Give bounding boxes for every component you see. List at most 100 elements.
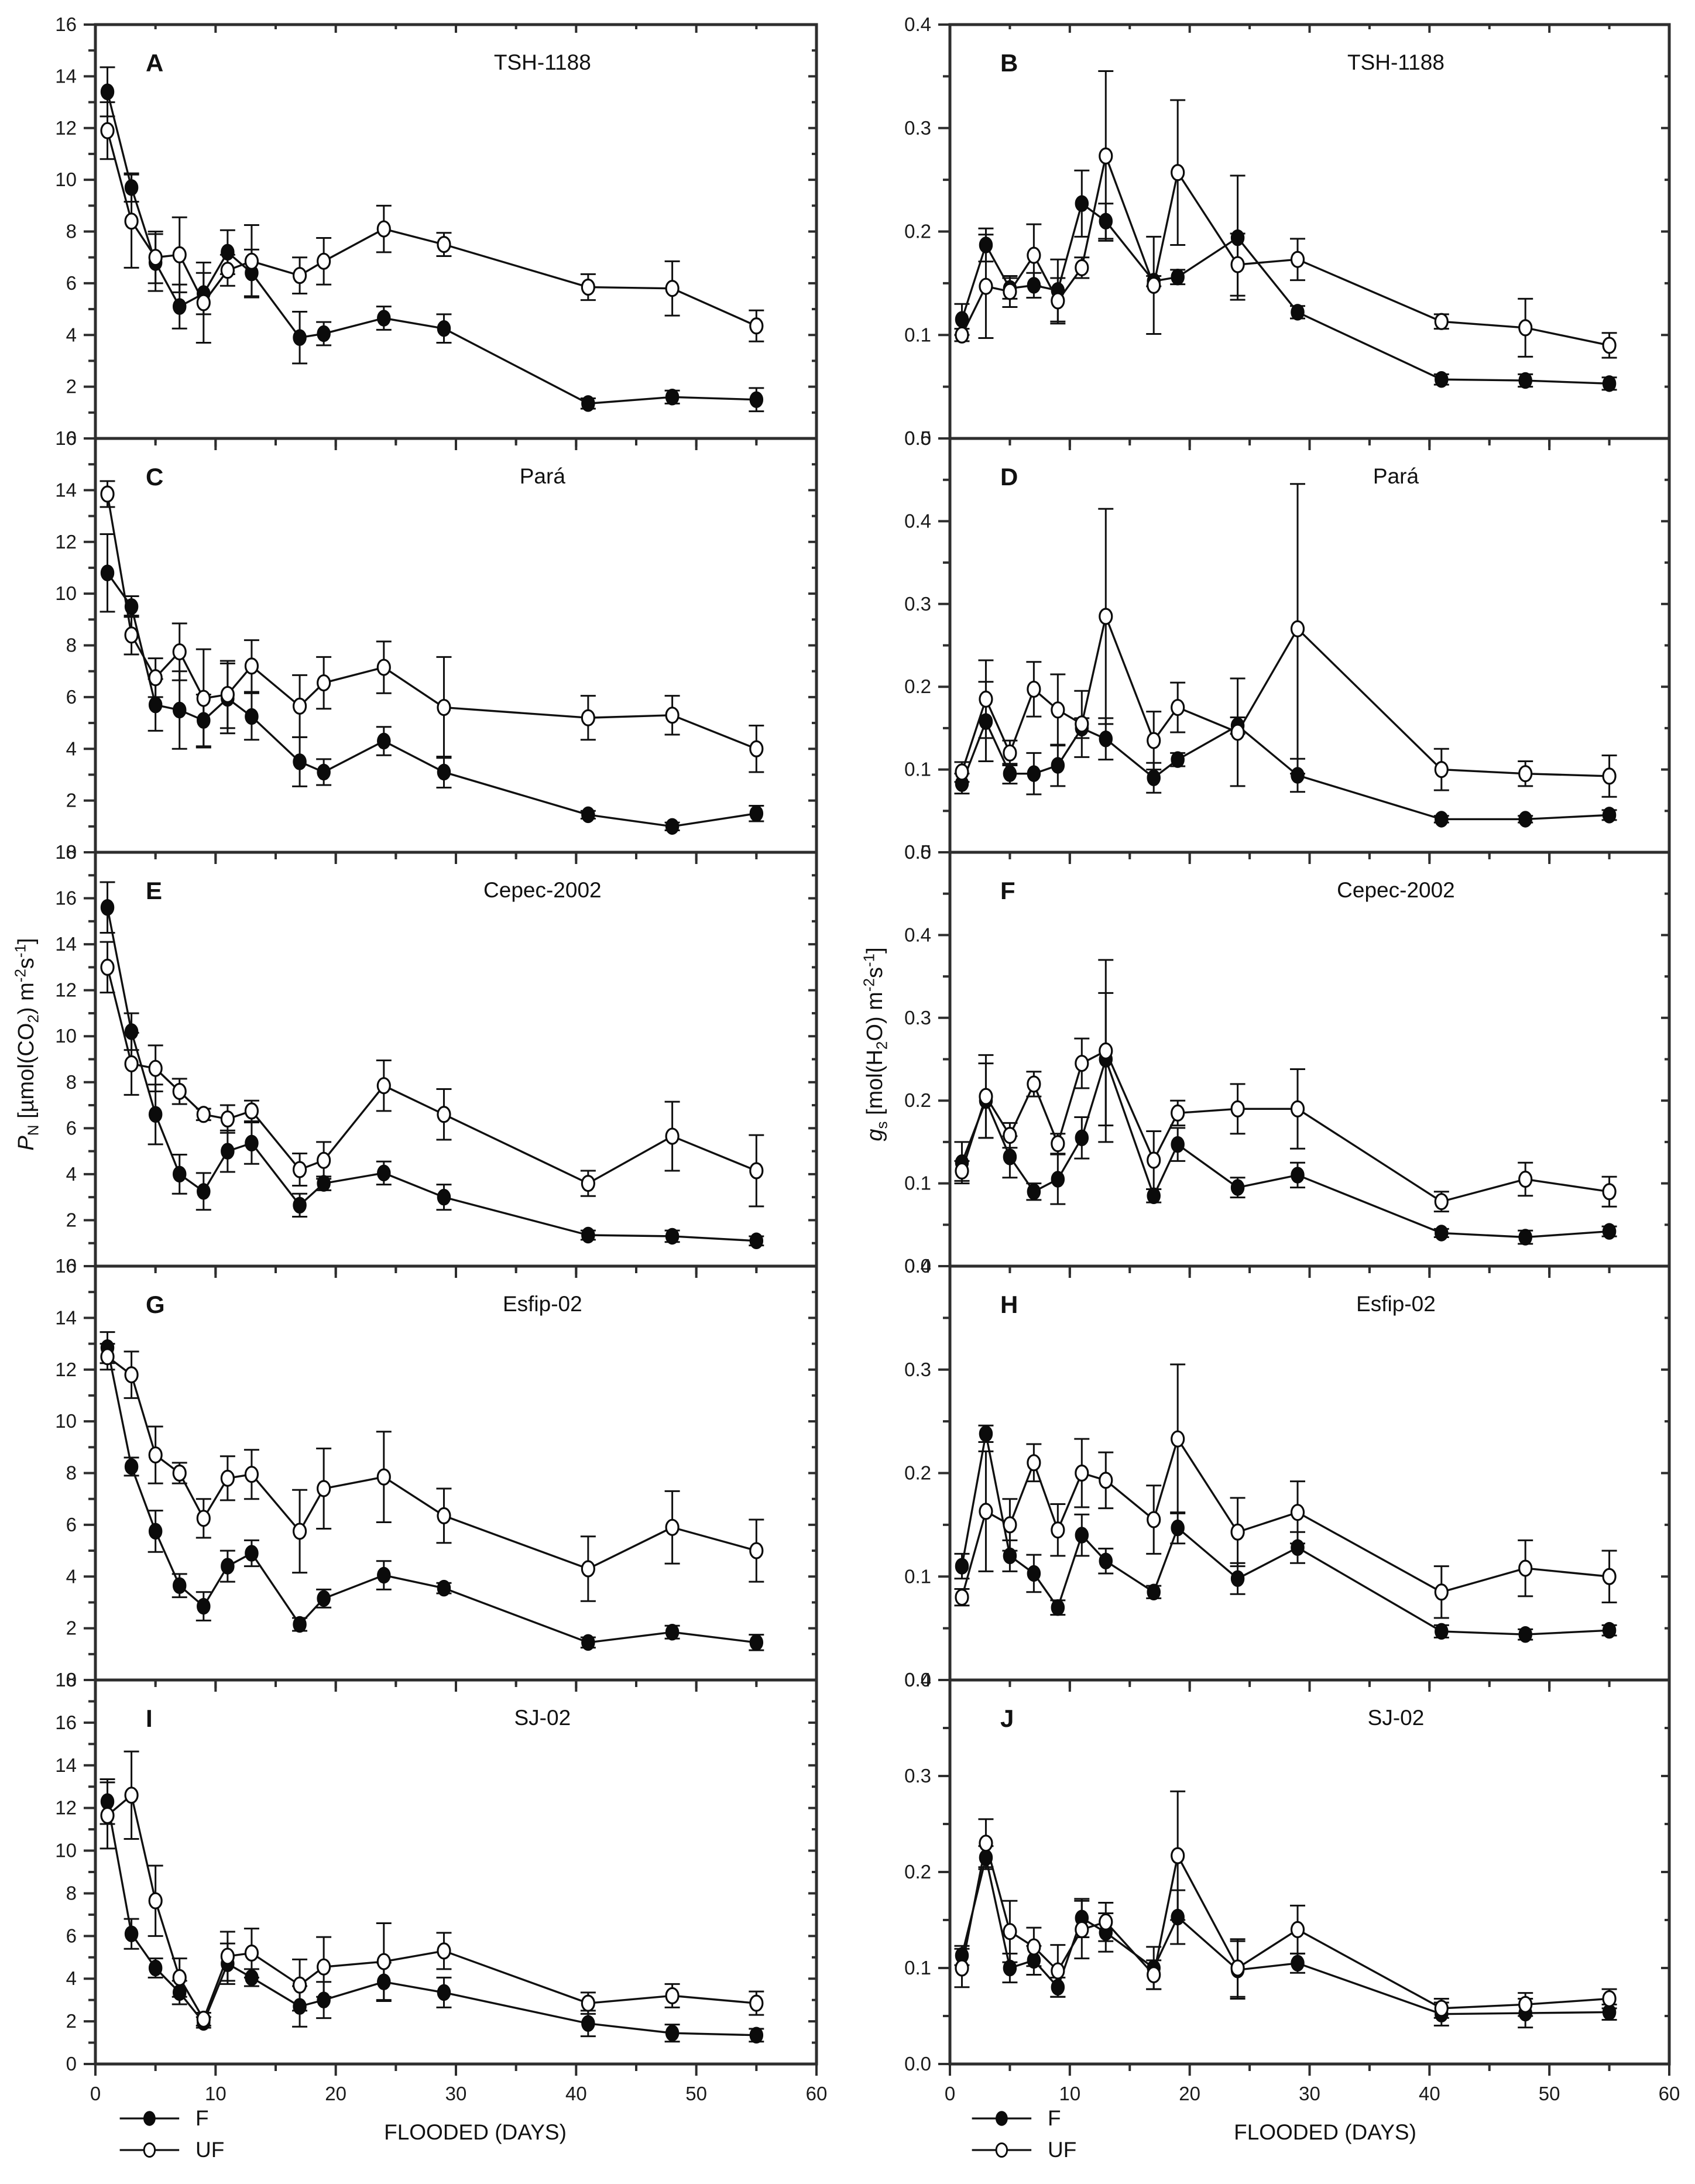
svg-text:0.4: 0.4 (904, 1255, 931, 1277)
legend-uf-label: UF (1048, 2138, 1077, 2162)
svg-text:0: 0 (66, 1255, 77, 1277)
svg-text:16: 16 (55, 887, 77, 909)
svg-text:20: 20 (325, 2083, 346, 2104)
svg-text:0.1: 0.1 (904, 1172, 931, 1194)
legend-f-marker-icon (119, 2111, 180, 2126)
svg-text:14: 14 (55, 1754, 77, 1776)
svg-text:2: 2 (66, 1617, 77, 1639)
svg-text:8: 8 (66, 1462, 77, 1484)
pn-unit-2: ) m (14, 982, 39, 1015)
svg-text:0.5: 0.5 (904, 841, 931, 863)
panel-h-title: Esfip-02 (1356, 1292, 1436, 1316)
svg-text:0.3: 0.3 (904, 1359, 931, 1380)
panel-d-title: Pará (1373, 464, 1419, 488)
svg-text:2: 2 (66, 1209, 77, 1230)
svg-text:0.4: 0.4 (904, 13, 931, 35)
panel-e-letter: E (146, 877, 163, 904)
svg-text:60: 60 (1659, 2083, 1680, 2104)
pn-unit-sub: 2 (24, 1014, 42, 1023)
gs-unit-sub: 2 (873, 1041, 891, 1050)
svg-text:0.0: 0.0 (904, 2053, 931, 2075)
svg-text:0.3: 0.3 (904, 117, 931, 139)
svg-text:0: 0 (66, 1669, 77, 1691)
panel-b-letter: B (1000, 49, 1018, 77)
svg-text:10: 10 (55, 1025, 77, 1047)
legend-f-marker-icon (972, 2111, 1032, 2126)
svg-text:0.5: 0.5 (904, 427, 931, 449)
svg-text:10: 10 (55, 1840, 77, 1861)
gs-unit-sup2: -1 (860, 953, 878, 968)
svg-text:0: 0 (66, 427, 77, 449)
panel-b-title: TSH-1188 (1347, 50, 1444, 74)
pn-unit-1: [µmol(CO (14, 1023, 39, 1125)
svg-text:10: 10 (55, 582, 77, 604)
svg-text:8: 8 (66, 1882, 77, 1904)
svg-text:30: 30 (445, 2083, 467, 2104)
svg-text:12: 12 (55, 117, 77, 139)
y-axis-title-left: PN [µmol(CO2) m-2s-1] (11, 938, 42, 1150)
svg-text:4: 4 (66, 738, 77, 759)
svg-text:0.2: 0.2 (904, 221, 931, 242)
svg-text:0.2: 0.2 (904, 1462, 931, 1484)
svg-text:0.0: 0.0 (904, 427, 931, 449)
gs-unit-3: s (863, 967, 888, 979)
svg-text:10: 10 (1059, 2083, 1080, 2104)
svg-text:2: 2 (66, 790, 77, 811)
panel-c-title: Pará (519, 464, 565, 488)
legend-f-label: F (1048, 2106, 1061, 2130)
svg-text:16: 16 (55, 427, 77, 449)
svg-text:12: 12 (55, 1359, 77, 1380)
svg-text:18: 18 (55, 1669, 77, 1691)
panel-i-title: SJ-02 (514, 1706, 571, 1730)
gs-symbol: g (863, 1129, 888, 1141)
gs-unit-1: [mol(H (863, 1050, 888, 1122)
svg-text:6: 6 (66, 1117, 77, 1139)
svg-text:6: 6 (66, 1925, 77, 1946)
panel-a-letter: A (146, 49, 164, 77)
svg-text:4: 4 (66, 1163, 77, 1185)
svg-text:0.4: 0.4 (904, 1669, 931, 1691)
svg-text:40: 40 (1419, 2083, 1440, 2104)
svg-text:6: 6 (66, 686, 77, 708)
svg-text:0.0: 0.0 (904, 1255, 931, 1277)
svg-text:40: 40 (565, 2083, 587, 2104)
legend-item-f: F (117, 2103, 224, 2134)
svg-text:12: 12 (55, 1797, 77, 1819)
svg-text:18: 18 (55, 841, 77, 863)
legend-item-uf: UF (117, 2134, 224, 2166)
pn-symbol: P (14, 1136, 39, 1151)
svg-text:8: 8 (66, 221, 77, 242)
gs-unit-2: O) m (863, 992, 888, 1041)
gs-unit-4: ] (863, 947, 888, 954)
panel-e-title: Cepec-2002 (483, 878, 602, 902)
panel-j-letter: J (1000, 1705, 1014, 1732)
panel-f-letter: F (1000, 877, 1015, 904)
panel-c-letter: C (146, 463, 164, 491)
panel-g-title: Esfip-02 (502, 1292, 582, 1316)
panel-f-title: Cepec-2002 (1337, 878, 1455, 902)
svg-text:0: 0 (945, 2083, 955, 2104)
svg-text:0.3: 0.3 (904, 1007, 931, 1028)
y-axis-title-right: gs [mol(H2O) m-2s-1] (860, 947, 891, 1141)
pn-unit-3: s (14, 958, 39, 969)
svg-text:14: 14 (55, 1307, 77, 1328)
svg-text:0.4: 0.4 (904, 510, 931, 532)
svg-text:16: 16 (55, 1712, 77, 1733)
svg-text:0.2: 0.2 (904, 1089, 931, 1111)
svg-text:14: 14 (55, 65, 77, 87)
pn-unit-sup2: -1 (11, 944, 29, 958)
legend-item-uf: UF (969, 2134, 1076, 2166)
svg-text:0.4: 0.4 (904, 924, 931, 945)
panel-h-letter: H (1000, 1291, 1018, 1318)
svg-text:0.1: 0.1 (904, 759, 931, 780)
svg-text:16: 16 (55, 13, 77, 35)
pn-symbol-sub: N (24, 1124, 42, 1136)
legend-uf-label: UF (195, 2138, 225, 2162)
svg-text:0: 0 (66, 2053, 77, 2075)
svg-text:0.1: 0.1 (904, 1565, 931, 1587)
svg-text:60: 60 (806, 2083, 828, 2104)
svg-text:0: 0 (66, 841, 77, 863)
panel-i-letter: I (146, 1705, 153, 1732)
legend-left: F UF (117, 2103, 224, 2166)
